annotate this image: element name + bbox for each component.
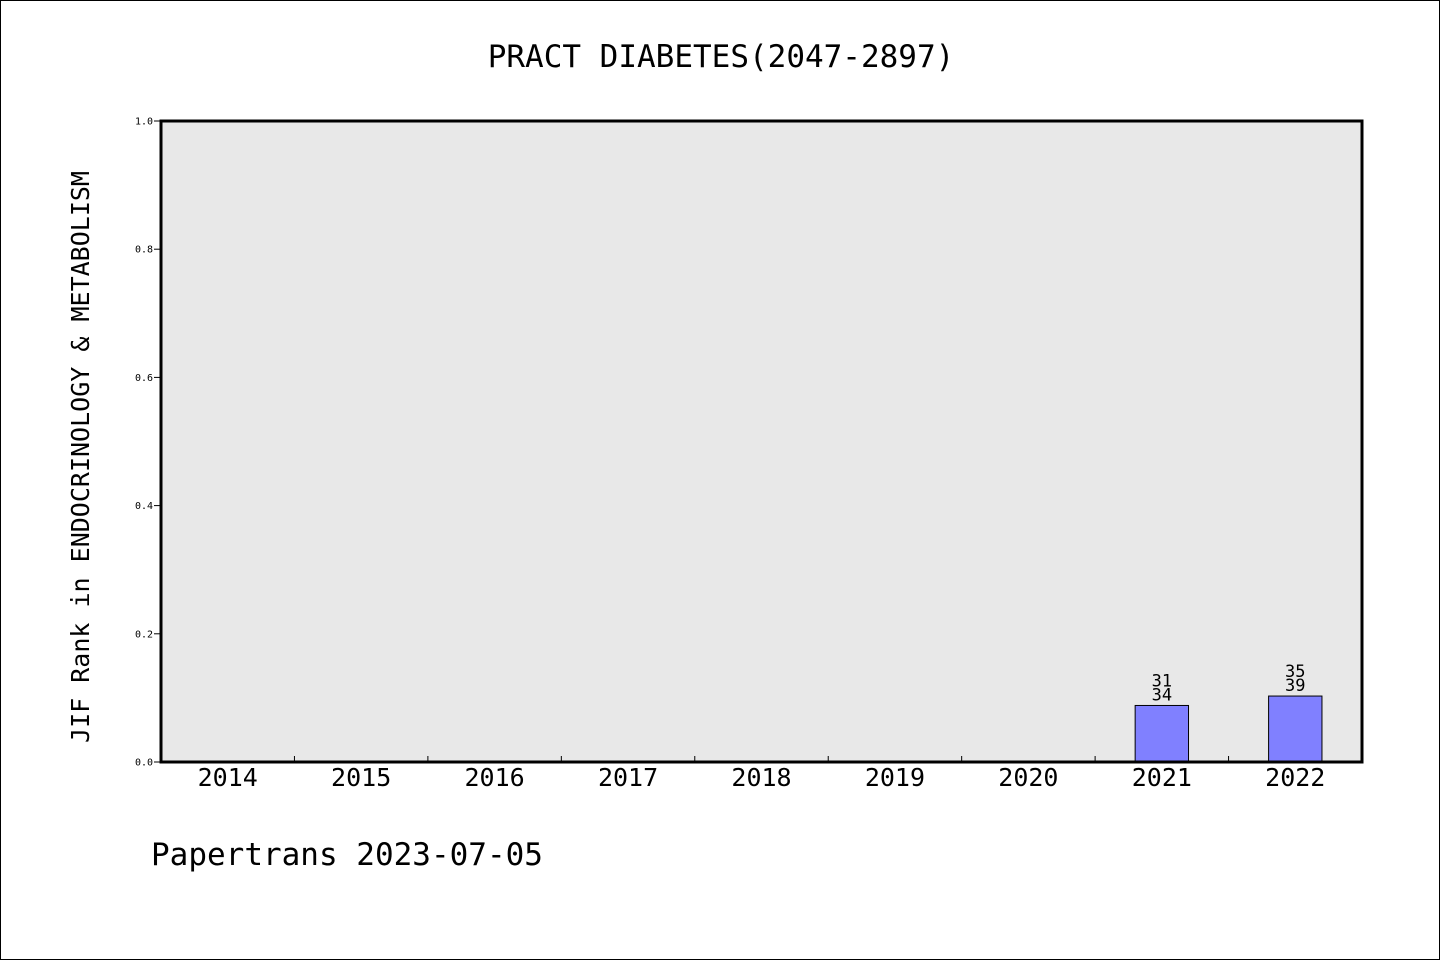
footer-credit: Papertrans 2023-07-05	[151, 837, 543, 873]
x-tick-label-2019: 2019	[865, 763, 925, 792]
y-tick-label-5: 1.0	[135, 117, 153, 128]
y-axis-label: JIF Rank in ENDOCRINOLOGY & METABOLISM	[66, 171, 95, 743]
bar-total-label-2022: 39	[1285, 676, 1305, 696]
plot-border	[159, 119, 1364, 764]
y-tick-label-4: 0.8	[135, 245, 153, 256]
x-tick-label-2018: 2018	[731, 763, 791, 792]
y-tick-label-1: 0.2	[135, 629, 153, 640]
x-tick-label-2020: 2020	[998, 763, 1058, 792]
x-tick-label-2022: 2022	[1265, 763, 1325, 792]
bar-rank-label-2022: 35	[1285, 662, 1305, 682]
x-tick-label-2015: 2015	[331, 763, 391, 792]
x-tick-label-2017: 2017	[598, 763, 658, 792]
chart-marks: 0.0 0.2 0.4 0.6 0.8 1.0 2014 2015 2016 2017 2018 20…	[135, 117, 1325, 793]
x-tick-label-2021: 2021	[1132, 763, 1192, 792]
y-tick-label-3: 0.6	[135, 373, 153, 384]
y-tick-label-0: 0.0	[135, 758, 153, 769]
y-tick-label-2: 0.4	[135, 501, 153, 512]
plot-area	[161, 121, 1362, 762]
x-tick-label-2014: 2014	[198, 763, 258, 792]
bar-2022	[1268, 695, 1323, 763]
bar-2021	[1134, 704, 1190, 763]
bar-total-label-2021: 34	[1152, 685, 1172, 705]
x-tick-label-2016: 2016	[465, 763, 525, 792]
chart-title: PRACT DIABETES(2047-2897)	[488, 39, 955, 75]
bar-rank-label-2021: 31	[1152, 671, 1172, 691]
